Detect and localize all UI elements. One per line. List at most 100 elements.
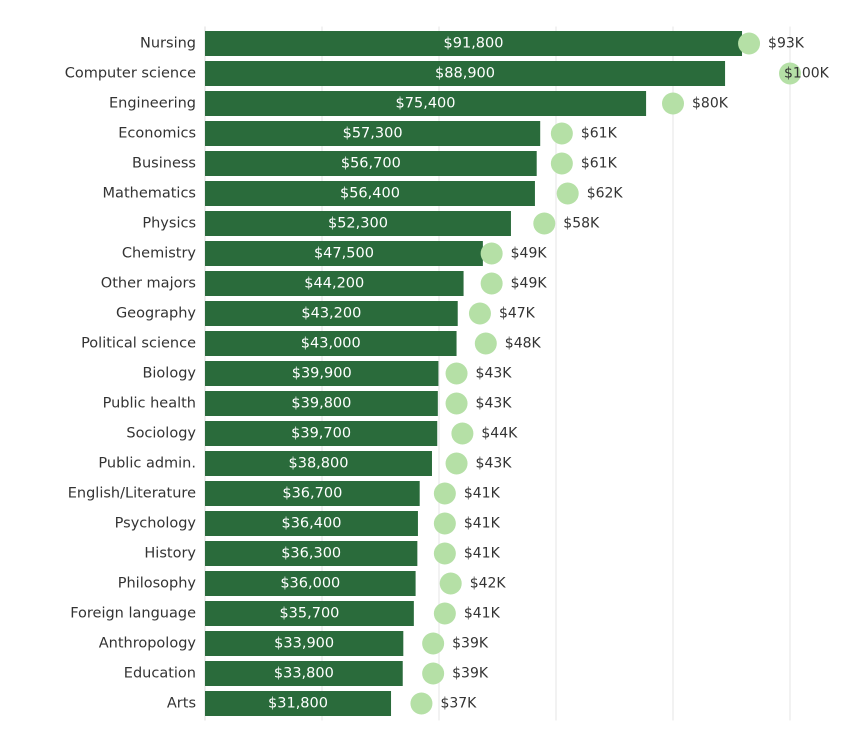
bar-value-label: $43,200 — [301, 306, 361, 322]
category-label: Biology — [142, 366, 196, 382]
dot — [533, 212, 556, 235]
dot — [474, 332, 497, 355]
bar — [205, 121, 541, 146]
dot-value-label: $80K — [692, 96, 729, 112]
dot-value-label: $58K — [563, 216, 600, 232]
bar-value-label: $38,800 — [289, 456, 349, 472]
category-label: Arts — [167, 696, 196, 712]
bar — [205, 511, 418, 536]
dot-value-label: $37K — [440, 696, 477, 712]
dot — [738, 32, 761, 55]
dot — [480, 242, 503, 265]
dot — [550, 152, 573, 175]
dot-value-label: $100K — [784, 66, 830, 82]
bar — [205, 181, 535, 206]
category-label: Mathematics — [103, 186, 196, 202]
dot — [480, 272, 503, 295]
dot-value-label: $49K — [511, 246, 548, 262]
bar — [205, 271, 464, 296]
dot-value-label: $41K — [464, 486, 501, 502]
category-label: Public admin. — [98, 456, 196, 472]
bar-value-label: $36,400 — [281, 516, 341, 532]
dot-value-label: $93K — [768, 36, 805, 52]
dot-value-label: $61K — [581, 156, 618, 172]
dot — [662, 92, 684, 115]
bar-value-label: $56,400 — [340, 186, 400, 202]
dots: $93K $100K $80K $61K $61K $62K $58K $49K $49K $47… — [410, 32, 830, 715]
bar-value-label: $33,900 — [274, 636, 334, 652]
dot — [556, 182, 579, 205]
dot-value-label: $49K — [511, 276, 548, 292]
category-label: Anthropology — [99, 636, 197, 652]
category-label: Education — [124, 666, 196, 682]
category-label: Economics — [118, 126, 196, 142]
category-label: Engineering — [109, 96, 196, 112]
bar — [205, 241, 483, 266]
dot — [433, 482, 456, 505]
bar — [205, 541, 418, 566]
category-label: Computer science — [65, 66, 196, 82]
category-label: Foreign language — [70, 606, 196, 622]
bar — [205, 691, 392, 716]
dot — [433, 512, 456, 535]
bar — [205, 661, 403, 686]
dot-value-label: $43K — [476, 456, 513, 472]
category-label: Political science — [81, 336, 196, 352]
dot-value-label: $61K — [581, 126, 618, 142]
dot-value-label: $44K — [481, 426, 518, 442]
dot — [550, 122, 573, 145]
dot — [433, 602, 456, 625]
bar — [205, 451, 432, 476]
bar — [205, 31, 743, 56]
category-label: Geography — [116, 306, 196, 322]
bar — [205, 61, 726, 86]
dot — [451, 422, 474, 445]
dot — [422, 632, 445, 655]
dot-value-label: $43K — [476, 396, 513, 412]
bar-value-label: $39,800 — [291, 396, 351, 412]
category-label: Nursing — [140, 36, 196, 52]
dot-value-label: $42K — [470, 576, 507, 592]
bar — [205, 211, 511, 236]
bar-value-label: $43,000 — [301, 336, 361, 352]
bar — [205, 631, 404, 656]
category-label: Physics — [142, 216, 196, 232]
dot-value-label: $48K — [505, 336, 542, 352]
bar-value-label: $52,300 — [328, 216, 388, 232]
bar-value-label: $36,700 — [282, 486, 342, 502]
dot-value-label: $62K — [587, 186, 624, 202]
dot-value-label: $41K — [464, 546, 501, 562]
bar — [205, 481, 420, 506]
bar-value-label: $33,800 — [274, 666, 334, 682]
bar-value-label: $88,900 — [435, 66, 495, 82]
dot — [422, 662, 445, 685]
bar — [205, 331, 457, 356]
category-label: Business — [132, 156, 196, 172]
dot — [410, 692, 433, 715]
dot — [433, 542, 456, 565]
bar-value-label: $39,900 — [292, 366, 352, 382]
category-label: Philosophy — [118, 576, 197, 592]
bar — [205, 361, 439, 386]
bar-value-label: $36,300 — [281, 546, 341, 562]
bar-value-label: $75,400 — [396, 96, 456, 112]
category-label: Chemistry — [122, 246, 197, 262]
bar — [205, 571, 416, 596]
dot — [445, 362, 468, 385]
dot — [445, 392, 468, 415]
bar-value-label: $57,300 — [343, 126, 403, 142]
dot — [468, 302, 491, 325]
bar-value-label: $31,800 — [268, 696, 328, 712]
bar — [205, 151, 537, 176]
category-label: Public health — [103, 396, 196, 412]
bar-value-label: $47,500 — [314, 246, 374, 262]
dot — [779, 62, 801, 85]
category-labels: Nursing Computer science Engineering Econom… — [65, 36, 197, 712]
bar-value-label: $56,700 — [341, 156, 401, 172]
bar — [205, 301, 458, 326]
bars: $91,800 $88,900 $75,400 $57,300 $56,700 $56,4… — [205, 31, 743, 716]
dot-value-label: $39K — [452, 636, 489, 652]
dot-value-label: $43K — [476, 366, 513, 382]
